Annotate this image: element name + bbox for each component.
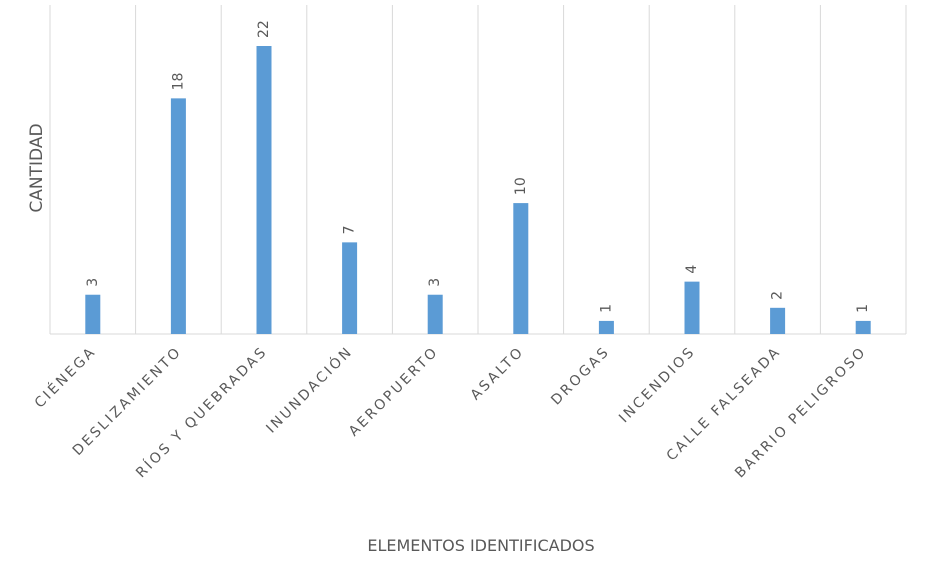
data-label: 1 (855, 304, 871, 313)
bar (342, 242, 358, 334)
grid-lines (49, 5, 907, 335)
data-label: 10 (513, 177, 529, 195)
category-label: CIÉNEGA (31, 343, 100, 412)
data-label: 2 (770, 291, 786, 300)
bar (85, 294, 101, 334)
data-label: 1 (598, 304, 614, 313)
bar (598, 320, 614, 334)
data-label: 7 (342, 225, 358, 234)
bar (855, 320, 871, 334)
data-label: 3 (85, 278, 101, 287)
data-label: 18 (170, 73, 186, 91)
bars-group (85, 46, 871, 334)
category-label: DROGAS (548, 344, 613, 409)
bar (427, 294, 443, 334)
category-label: ASALTO (468, 344, 528, 404)
bar (770, 307, 786, 334)
data-labels-group: 3 18 22 7 3 10 1 4 2 1 (85, 20, 871, 313)
category-label: INCENDIOS (616, 344, 699, 427)
x-axis-title: ELEMENTOS IDENTIFICADOS (367, 536, 594, 555)
bar (170, 98, 186, 334)
bar (684, 281, 700, 334)
category-label: INUNDACIÓN (262, 342, 356, 436)
data-label: 3 (427, 278, 443, 287)
y-axis-title: CANTIDAD (27, 123, 47, 212)
bar (513, 203, 529, 334)
data-label: 4 (684, 265, 700, 274)
category-label: AEROPUERTO (346, 344, 442, 440)
data-label: 22 (256, 20, 272, 38)
bar (256, 46, 272, 334)
